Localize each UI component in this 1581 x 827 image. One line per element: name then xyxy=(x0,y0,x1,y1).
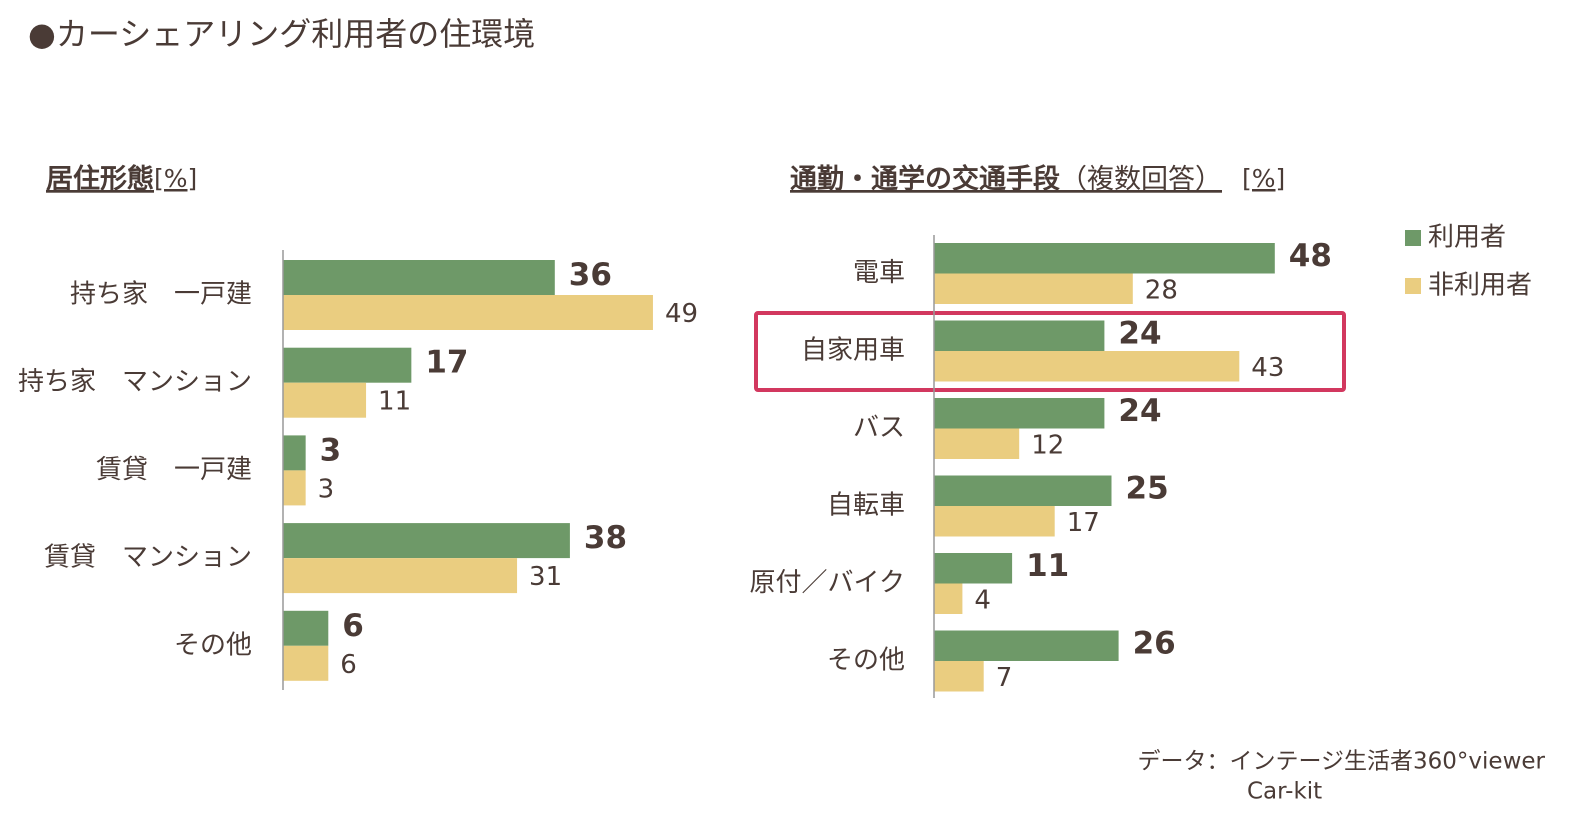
category-label: 賃貸 一戸建 xyxy=(96,455,252,485)
value-label: 6 xyxy=(342,608,364,644)
category-label: 持ち家 一戸建 xyxy=(70,280,252,310)
source: データ：インテージ生活者360°viewer xyxy=(1137,749,1545,775)
value-label: 4 xyxy=(974,585,991,615)
category-label: 賃貸 マンション xyxy=(44,543,252,573)
category-label: 持ち家 マンション xyxy=(18,367,252,397)
value-label: 17 xyxy=(1067,508,1100,538)
value-label: 24 xyxy=(1118,393,1161,429)
category-label: その他 xyxy=(827,646,905,676)
chart-title-text: 居住形態 xyxy=(46,163,154,195)
bar xyxy=(934,351,1240,382)
bar xyxy=(283,347,412,383)
value-label: 36 xyxy=(569,257,612,293)
bar xyxy=(934,506,1055,537)
category-label: 原付／バイク xyxy=(750,568,905,598)
category-label: 自家用車 xyxy=(801,336,905,366)
chart-unit: [%] xyxy=(1242,164,1285,193)
bar xyxy=(934,320,1105,351)
highlight-box xyxy=(754,311,1346,392)
value-label: 12 xyxy=(1031,430,1064,460)
value-label: 3 xyxy=(318,474,335,504)
value-label: 17 xyxy=(425,345,468,381)
value-label: 11 xyxy=(1026,548,1069,584)
category-label: 電車 xyxy=(853,258,905,288)
bar xyxy=(283,295,653,330)
bar xyxy=(934,661,984,692)
bar xyxy=(283,610,329,646)
bar xyxy=(934,475,1112,506)
value-label: 7 xyxy=(996,663,1013,693)
bar xyxy=(934,273,1133,304)
bar xyxy=(934,428,1020,459)
bar xyxy=(283,558,518,594)
value-label: 48 xyxy=(1289,238,1332,274)
bar xyxy=(283,260,555,295)
chart-title: 通勤・通学の交通手段（複数回答） [%] xyxy=(790,163,1285,195)
value-label: 6 xyxy=(340,650,357,680)
value-label: 38 xyxy=(584,520,627,556)
category-label: その他 xyxy=(174,630,252,660)
chart-unit: [%] xyxy=(154,164,197,193)
value-label: 25 xyxy=(1126,470,1169,506)
bar xyxy=(934,398,1105,429)
value-label: 43 xyxy=(1251,353,1284,383)
page-title: ●カーシェアリング利用者の住環境 xyxy=(28,15,535,53)
chart-subtitle: （複数回答） xyxy=(1060,164,1222,195)
bar xyxy=(283,435,306,471)
value-label: 11 xyxy=(378,387,411,417)
value-label: 31 xyxy=(529,562,562,592)
chart-title-text: 通勤・通学の交通手段 xyxy=(790,163,1060,195)
chart-title: 居住形態[%] xyxy=(46,163,197,195)
bar xyxy=(283,470,306,506)
value-label: 28 xyxy=(1145,275,1178,305)
value-label: 3 xyxy=(320,432,342,468)
bar xyxy=(934,553,1013,584)
source: Car-kit xyxy=(1247,779,1322,805)
category-label: 自転車 xyxy=(827,491,905,521)
bar xyxy=(283,523,570,559)
value-label: 24 xyxy=(1118,315,1161,351)
legend-swatch xyxy=(1405,230,1421,246)
bar xyxy=(934,630,1119,661)
bar xyxy=(934,243,1275,274)
bar xyxy=(283,645,329,681)
category-label: バス xyxy=(853,413,905,443)
bar xyxy=(934,583,963,614)
legend-label: 非利用者 xyxy=(1428,271,1532,301)
bar xyxy=(283,382,367,418)
legend-label: 利用者 xyxy=(1428,223,1506,253)
legend-swatch xyxy=(1405,278,1421,294)
value-label: 26 xyxy=(1133,625,1176,661)
value-label: 49 xyxy=(665,299,698,329)
